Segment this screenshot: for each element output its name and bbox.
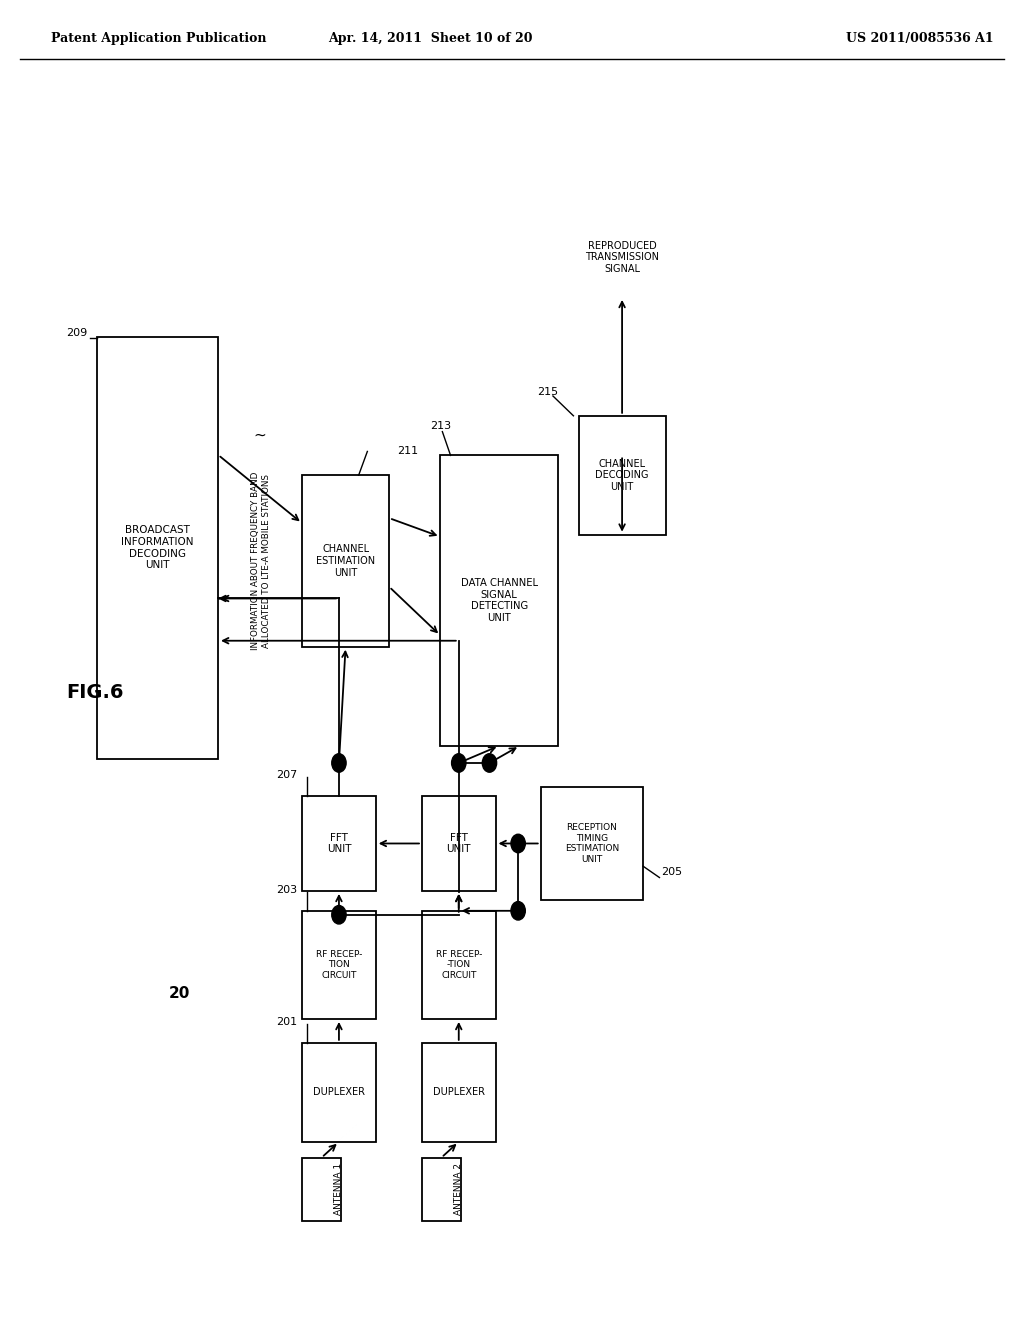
Text: 209: 209 <box>66 327 87 338</box>
Text: DUPLEXER: DUPLEXER <box>433 1088 484 1097</box>
Text: INFORMATION ABOUT FREQUENCY BAND
ALLOCATED TO LTE-A MOBILE STATIONS: INFORMATION ABOUT FREQUENCY BAND ALLOCAT… <box>252 471 270 651</box>
Circle shape <box>332 754 346 772</box>
Circle shape <box>511 834 525 853</box>
Text: RECEPTION
TIMING
ESTIMATION
UNIT: RECEPTION TIMING ESTIMATION UNIT <box>565 824 618 863</box>
Text: ~: ~ <box>254 428 266 442</box>
Text: 211: 211 <box>397 446 419 457</box>
Text: ANTENNA 1: ANTENNA 1 <box>334 1163 343 1216</box>
Text: REPRODUCED
TRANSMISSION
SIGNAL: REPRODUCED TRANSMISSION SIGNAL <box>585 240 659 275</box>
Text: RF RECEP-
-TION
CIRCUIT: RF RECEP- -TION CIRCUIT <box>435 950 482 979</box>
Text: RF RECEP-
TION
CIRCUIT: RF RECEP- TION CIRCUIT <box>315 950 362 979</box>
Bar <box>302 911 376 1019</box>
Text: FFT
UNIT: FFT UNIT <box>327 833 351 854</box>
Bar <box>97 337 218 759</box>
Text: CHANNEL
DECODING
UNIT: CHANNEL DECODING UNIT <box>595 458 649 492</box>
Text: Apr. 14, 2011  Sheet 10 of 20: Apr. 14, 2011 Sheet 10 of 20 <box>328 32 532 45</box>
Text: 215: 215 <box>538 387 559 397</box>
Text: Patent Application Publication: Patent Application Publication <box>51 32 266 45</box>
Text: CHANNEL
ESTIMATION
UNIT: CHANNEL ESTIMATION UNIT <box>316 544 375 578</box>
Circle shape <box>482 754 497 772</box>
Bar <box>422 1158 461 1221</box>
Bar <box>422 796 496 891</box>
Bar <box>422 911 496 1019</box>
Bar <box>302 796 376 891</box>
Text: 203: 203 <box>275 884 297 895</box>
Bar <box>579 416 666 535</box>
Circle shape <box>332 906 346 924</box>
Bar <box>541 787 643 900</box>
Text: US 2011/0085536 A1: US 2011/0085536 A1 <box>846 32 993 45</box>
Bar <box>422 1043 496 1142</box>
Text: FFT
UNIT: FFT UNIT <box>446 833 471 854</box>
Text: ANTENNA 2: ANTENNA 2 <box>454 1163 463 1216</box>
Text: BROADCAST
INFORMATION
DECODING
UNIT: BROADCAST INFORMATION DECODING UNIT <box>122 525 194 570</box>
Text: 201: 201 <box>275 1016 297 1027</box>
Bar <box>302 1158 341 1221</box>
Text: FIG.6: FIG.6 <box>67 684 124 702</box>
Bar <box>302 1043 376 1142</box>
Text: 213: 213 <box>430 421 452 432</box>
Text: 207: 207 <box>275 770 297 780</box>
Circle shape <box>452 754 466 772</box>
Text: DUPLEXER: DUPLEXER <box>313 1088 365 1097</box>
Circle shape <box>511 902 525 920</box>
Text: 205: 205 <box>662 867 683 876</box>
Bar <box>440 455 558 746</box>
Text: 20: 20 <box>169 986 189 1002</box>
Text: DATA CHANNEL
SIGNAL
DETECTING
UNIT: DATA CHANNEL SIGNAL DETECTING UNIT <box>461 578 538 623</box>
Bar <box>302 475 389 647</box>
